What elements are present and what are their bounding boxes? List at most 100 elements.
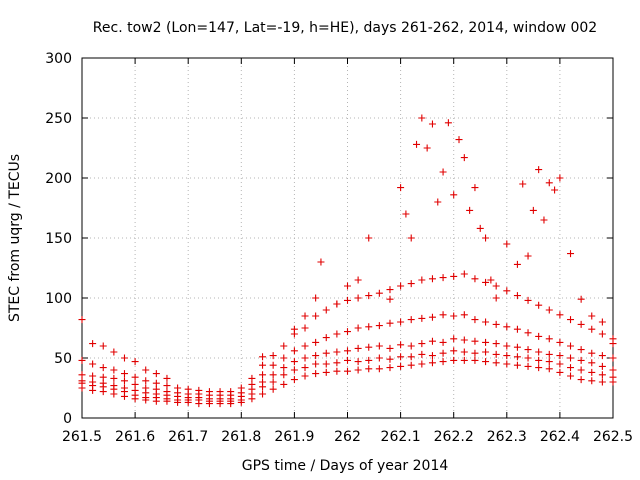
data-point	[110, 374, 118, 382]
y-tick-label: 0	[63, 411, 72, 427]
data-point	[280, 380, 288, 388]
data-point	[556, 174, 564, 182]
data-point	[588, 325, 596, 333]
data-point	[397, 341, 405, 349]
data-point	[397, 184, 405, 192]
data-point	[482, 318, 490, 326]
data-point	[482, 348, 490, 356]
data-point	[152, 385, 160, 393]
data-point	[365, 292, 373, 300]
data-point	[476, 224, 484, 232]
y-tick-label: 250	[45, 111, 72, 127]
data-point	[471, 275, 479, 283]
data-point	[513, 353, 521, 361]
data-point	[89, 340, 97, 348]
data-point	[556, 352, 564, 360]
data-point	[598, 378, 606, 386]
data-point	[237, 384, 245, 392]
data-point	[89, 360, 97, 368]
data-point	[545, 306, 553, 314]
data-point	[248, 380, 256, 388]
data-point	[545, 365, 553, 373]
data-point	[322, 349, 330, 357]
data-point	[482, 338, 490, 346]
data-point	[577, 346, 585, 354]
data-point	[503, 352, 511, 360]
data-point	[492, 294, 500, 302]
data-point	[460, 154, 468, 162]
data-point	[375, 289, 383, 297]
data-point	[556, 360, 564, 368]
data-point	[519, 180, 527, 188]
data-point	[524, 362, 532, 370]
data-point	[471, 337, 479, 345]
data-point	[503, 323, 511, 331]
data-point	[312, 360, 320, 368]
data-point	[120, 377, 128, 385]
data-point	[110, 366, 118, 374]
data-point	[503, 342, 511, 350]
data-point	[120, 370, 128, 378]
data-point	[460, 311, 468, 319]
data-point	[89, 372, 97, 380]
data-point	[492, 282, 500, 290]
axis-ticks	[81, 57, 614, 419]
data-point	[407, 234, 415, 242]
data-point	[99, 373, 107, 381]
data-point	[312, 352, 320, 360]
data-point	[227, 388, 235, 396]
y-axis-label: STEC from uqrg / TECUs	[7, 154, 23, 322]
x-tick-label: 262.2	[434, 429, 474, 445]
data-point	[529, 206, 537, 214]
data-point	[365, 343, 373, 351]
data-point	[259, 353, 267, 361]
data-point	[545, 335, 553, 343]
data-point	[312, 294, 320, 302]
data-point	[598, 318, 606, 326]
data-point	[163, 388, 171, 396]
data-point	[577, 295, 585, 303]
data-point	[598, 371, 606, 379]
data-point	[524, 329, 532, 337]
data-point	[301, 342, 309, 350]
data-point	[407, 316, 415, 324]
data-point	[434, 198, 442, 206]
data-point	[450, 347, 458, 355]
data-point	[513, 361, 521, 369]
data-point	[301, 354, 309, 362]
data-point	[588, 377, 596, 385]
data-point	[439, 168, 447, 176]
data-point	[333, 300, 341, 308]
data-point	[365, 356, 373, 364]
data-point	[428, 120, 436, 128]
data-point	[428, 352, 436, 360]
data-point	[290, 347, 298, 355]
data-point	[99, 364, 107, 372]
data-point	[386, 344, 394, 352]
data-point	[110, 382, 118, 390]
data-point	[535, 348, 543, 356]
data-point	[259, 390, 267, 398]
data-point	[598, 352, 606, 360]
data-point	[418, 114, 426, 122]
data-point	[413, 140, 421, 148]
data-point	[375, 365, 383, 373]
data-point	[439, 311, 447, 319]
y-tick-label: 50	[54, 351, 72, 367]
data-point	[386, 355, 394, 363]
data-point	[344, 356, 351, 364]
data-point	[333, 348, 341, 356]
data-point	[205, 388, 213, 396]
data-point	[301, 364, 309, 372]
data-point	[540, 216, 548, 224]
data-point	[556, 368, 564, 376]
data-point	[609, 340, 617, 348]
data-point	[280, 342, 288, 350]
data-point	[280, 371, 288, 379]
data-point	[402, 210, 410, 218]
data-point	[78, 377, 86, 385]
data-point	[280, 364, 288, 372]
data-point	[567, 342, 575, 350]
data-point	[535, 301, 543, 309]
data-point	[248, 374, 256, 382]
